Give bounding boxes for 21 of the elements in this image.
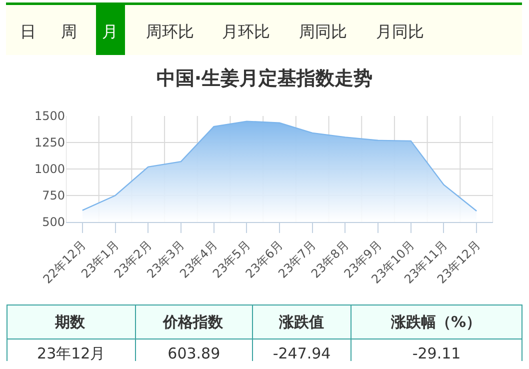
y-tick-label: 1250 [34,136,65,150]
text: 月环比 [222,22,270,41]
text: 涨跌值 [278,313,324,331]
chart-title: 中国·生姜月定基指数走势 [156,68,373,90]
y-tick-label: 750 [42,188,65,203]
text: 价格指数 [162,313,224,331]
y-tick-label: 1500 [34,109,65,124]
text: 涨跌幅（%） [390,313,482,331]
text: 周同比 [299,22,347,41]
text: 周环比 [146,22,194,41]
text: 期数 [54,313,86,331]
y-tick-label: 1000 [34,162,65,176]
text: -247.94 [272,344,331,362]
text: 日 [20,22,36,41]
text: 月同比 [376,22,424,41]
y-tick-label: 500 [42,215,65,230]
text: 603.89 [168,344,220,362]
text: 月 [102,22,118,41]
text: 23年12月 [37,344,106,362]
text: -29.11 [412,344,461,362]
text: 周 [61,22,77,41]
